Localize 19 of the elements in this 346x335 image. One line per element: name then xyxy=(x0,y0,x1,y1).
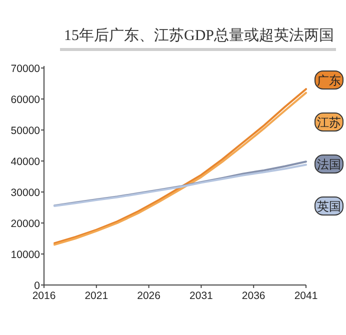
x-tick-label: 2026 xyxy=(137,290,161,302)
series-label: 法国 xyxy=(317,158,341,172)
y-tick-label: 70000 xyxy=(10,63,40,75)
x-tick-label: 2021 xyxy=(84,290,108,302)
series-label: 广东 xyxy=(317,74,341,88)
y-tick-label: 20000 xyxy=(10,218,40,230)
x-tick-label: 2016 xyxy=(32,290,56,302)
y-tick-label: 40000 xyxy=(10,156,40,168)
chart-title: 15年后广东、江苏GDP总量或超英法两国 xyxy=(64,27,334,44)
y-tick-label: 10000 xyxy=(10,249,40,261)
y-tick-label: 0 xyxy=(34,280,40,292)
y-tick-label: 30000 xyxy=(10,187,40,199)
x-tick-label: 2031 xyxy=(190,290,214,302)
text: 英国 xyxy=(317,200,341,214)
y-tick-label: 50000 xyxy=(10,125,40,137)
y-tick-label: 60000 xyxy=(10,94,40,106)
x-tick-label: 2041 xyxy=(294,290,318,302)
text: 江苏 xyxy=(317,116,341,130)
x-tick-label: 2036 xyxy=(242,290,266,302)
